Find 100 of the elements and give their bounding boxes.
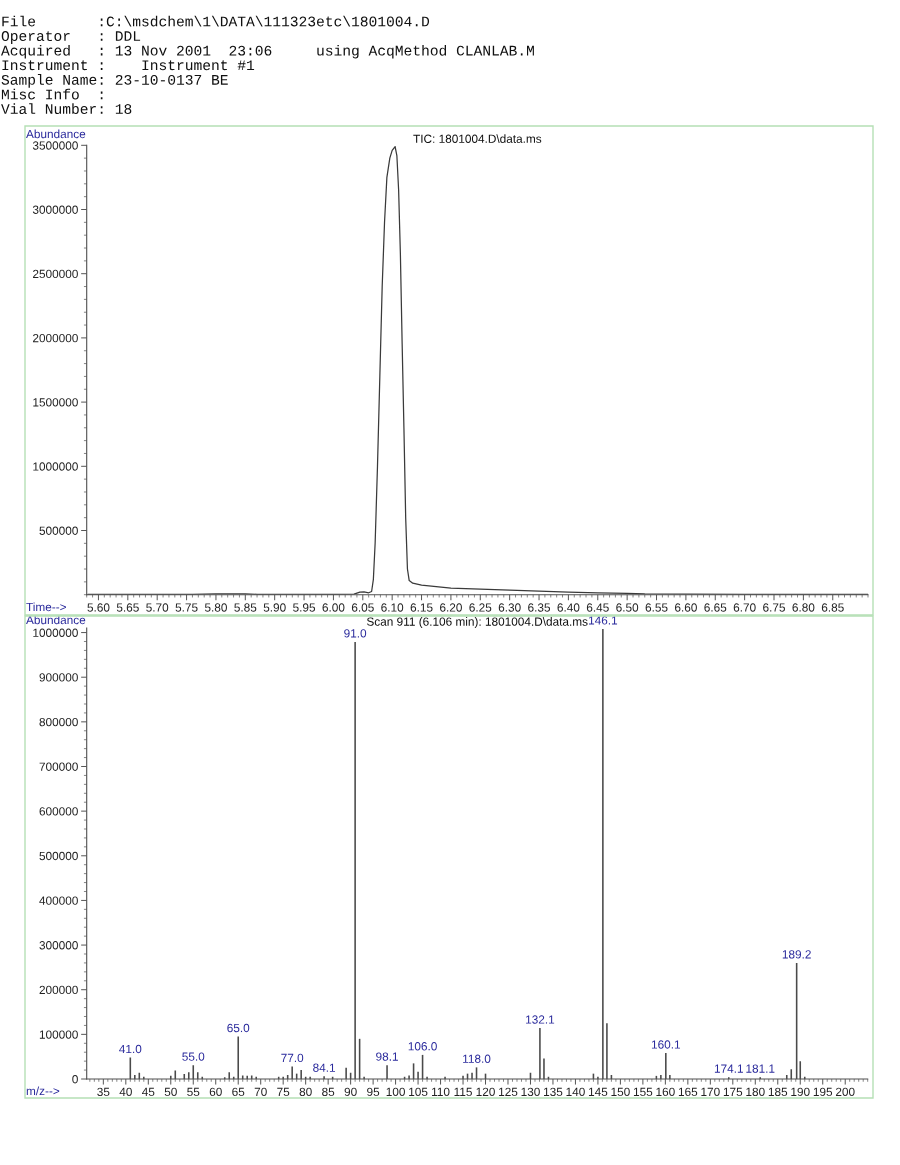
x-tick-label: 6.25 [469,603,492,612]
y-tick-label: 800000 [39,717,78,727]
x-tick-label: 145 [588,1087,608,1096]
x-tick-label: 5.95 [293,603,316,612]
annotation: 98.1 [376,1052,398,1061]
x-tick-label: 100 [386,1087,405,1096]
chart-title: Scan 911 (6.106 min): 1801004.D\data.ms [366,617,588,629]
x-tick-label: 6.35 [528,603,551,612]
x-tick-label: 40 [119,1087,132,1096]
y-tick-label: 500000 [39,526,78,535]
annotation: 55.0 [182,1052,205,1061]
y-tick-label: 0 [72,1075,78,1084]
annotation: 41.0 [119,1044,142,1054]
annotation: 91.0 [344,629,367,638]
x-tick-label: 65 [232,1087,245,1096]
y-tick-label: 600000 [39,807,78,816]
x-tick-label: 6.45 [586,603,609,612]
x-tick-label: 6.65 [704,603,727,612]
x-tick-label: 160 [656,1087,675,1096]
x-tick-label: 175 [723,1087,743,1096]
x-tick-label: 5.65 [116,603,139,612]
x-tick-label: 6.05 [351,603,374,612]
x-tick-label: 6.30 [498,603,521,612]
x-tick-label: 170 [701,1087,720,1096]
x-tick-label: 5.60 [87,603,110,612]
annotation: 132.1 [526,1015,555,1024]
annotation: 84.1 [313,1063,336,1072]
y-tick-label: 700000 [39,762,78,771]
x-tick-label: 35 [97,1087,110,1096]
x-tick-label: 6.80 [792,603,815,612]
x-axis-title: m/z--> [26,1086,60,1096]
x-tick-label: 140 [566,1087,585,1096]
annotation: 146.1 [589,616,618,625]
x-tick-label: 80 [299,1087,312,1096]
y-tick-label: 3500000 [32,141,78,150]
x-tick-label: 150 [611,1087,630,1096]
annotation: 118.0 [463,1054,491,1063]
x-tick-label: 110 [432,1087,450,1096]
x-tick-label: 95 [367,1087,380,1096]
annotation: 160.1 [651,1040,681,1049]
x-tick-label: 5.85 [234,603,257,612]
text: Vial Number: 18 [1,103,132,115]
x-tick-label: 75 [277,1087,290,1096]
x-tick-label: 6.55 [645,603,668,612]
x-tick-label: 120 [476,1087,495,1096]
x-tick-label: 6.75 [763,603,785,612]
text: Misc Info : [1,88,103,100]
x-tick-label: 125 [499,1087,518,1096]
x-tick-label: 6.15 [410,603,433,612]
x-tick-label: 6.00 [322,603,345,612]
x-tick-label: 155 [633,1087,653,1096]
x-tick-label: 105 [409,1087,428,1096]
annotation: 181.1 [746,1064,775,1073]
annotation: 65.0 [227,1023,250,1033]
y-tick-label: 300000 [39,941,78,950]
x-tick-label: 6.70 [733,603,756,612]
x-tick-label: 180 [746,1087,765,1096]
y-tick-label: 900000 [39,673,78,682]
x-tick-label: 115 [454,1087,472,1096]
x-tick-label: 6.20 [440,603,462,612]
y-axis-title: Abundance [26,615,86,625]
y-tick-label: 1500000 [33,398,78,407]
x-tick-label: 6.40 [557,603,580,612]
text: File :C:\msdchem\1\DATA\111323etc\1801004.D [2,15,430,27]
x-tick-label: 200 [835,1087,855,1096]
x-tick-label: 185 [768,1087,788,1096]
x-tick-label: 70 [254,1087,267,1096]
x-tick-label: 195 [813,1087,833,1096]
y-tick-label: 1000000 [33,462,78,471]
y-tick-label: 100000 [39,1030,78,1039]
text: Acquired : 13 Nov 2001 23:06 using AcqMethod CLANLAB.M [1,44,534,59]
x-tick-label: 5.90 [263,603,286,612]
y-tick-label: 3000000 [32,205,78,214]
x-tick-label: 90 [344,1087,357,1096]
x-axis-title: Time--> [26,602,66,612]
x-tick-label: 190 [791,1087,810,1096]
annotation: 77.0 [281,1053,304,1063]
x-tick-label: 5.70 [146,603,169,612]
annotation: 106.0 [408,1042,437,1051]
chart-title: TIC: 1801004.D\data.ms [413,134,542,143]
x-tick-label: 55 [187,1087,200,1096]
y-tick-label: 500000 [39,851,78,861]
x-tick-label: 85 [322,1087,335,1096]
x-tick-label: 45 [142,1087,155,1096]
x-tick-label: 50 [164,1087,177,1096]
y-tick-label: 2500000 [33,269,78,279]
x-tick-label: 130 [521,1087,540,1096]
x-tick-label: 6.50 [616,603,639,612]
y-axis-title: Abundance [26,129,86,139]
x-tick-label: 60 [209,1087,222,1096]
y-tick-label: 400000 [39,896,78,905]
x-tick-label: 165 [678,1087,698,1096]
annotation: 174.1 [714,1064,743,1073]
annotation: 189.2 [782,950,811,959]
x-tick-label: 6.85 [821,603,844,612]
y-tick-label: 2000000 [33,333,78,343]
x-tick-label: 5.75 [175,603,198,612]
x-tick-label: 6.10 [381,603,404,612]
x-tick-label: 6.60 [675,603,697,612]
y-tick-label: 200000 [39,985,78,995]
